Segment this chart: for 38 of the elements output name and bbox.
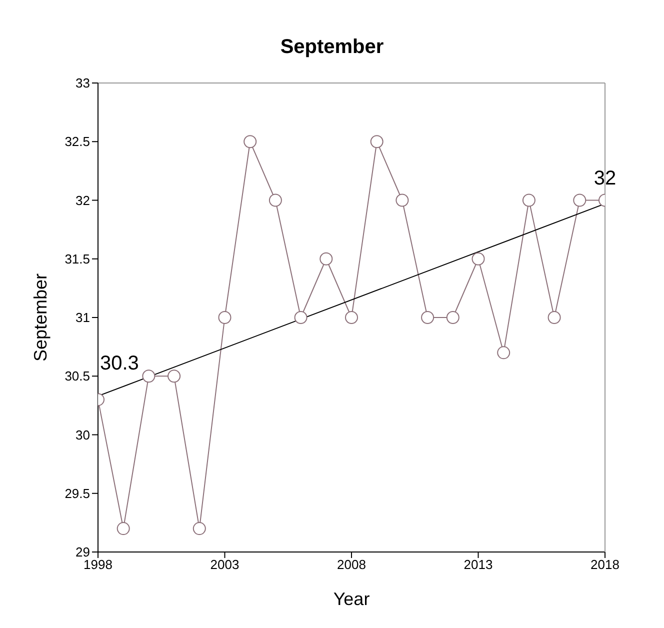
point (497, 346, 510, 360)
annotation: 30.3 (100, 352, 139, 375)
y-tick-label: 32.5 (64, 134, 90, 150)
x-tick-label: 2013 (464, 557, 493, 572)
y-tick-label: 33 (76, 76, 90, 91)
y-tick-label: 29.5 (64, 486, 90, 501)
point (244, 135, 257, 148)
y-tick-label: 31.5 (64, 251, 90, 266)
y-tick-label: 30.5 (64, 368, 90, 384)
point (396, 194, 409, 207)
point (446, 311, 460, 324)
chart-title: September (279, 35, 385, 60)
point (345, 311, 358, 324)
point (370, 135, 384, 148)
y-axis-title: September (30, 273, 50, 362)
y-tick-label: 30 (76, 427, 90, 442)
annotation: 32 (594, 167, 616, 190)
point (320, 252, 333, 266)
point (168, 370, 181, 383)
x-axis-title: Year (333, 588, 370, 609)
point (522, 194, 536, 207)
x-tick-label: 2003 (210, 557, 240, 572)
y-tick-label: 29 (76, 544, 90, 560)
point (268, 194, 282, 207)
x-tick-label: 1998 (84, 557, 112, 572)
point (192, 522, 206, 536)
point (116, 522, 130, 536)
x-tick-label: 2018 (590, 557, 620, 572)
point (294, 311, 308, 324)
y-tick-label: 31 (76, 310, 90, 326)
point (421, 311, 434, 324)
point (142, 370, 156, 383)
point (573, 194, 586, 207)
x-tick-label: 2008 (337, 557, 366, 572)
point (472, 252, 485, 266)
point (218, 311, 232, 324)
point (548, 311, 561, 324)
y-tick-label: 32 (76, 192, 90, 208)
